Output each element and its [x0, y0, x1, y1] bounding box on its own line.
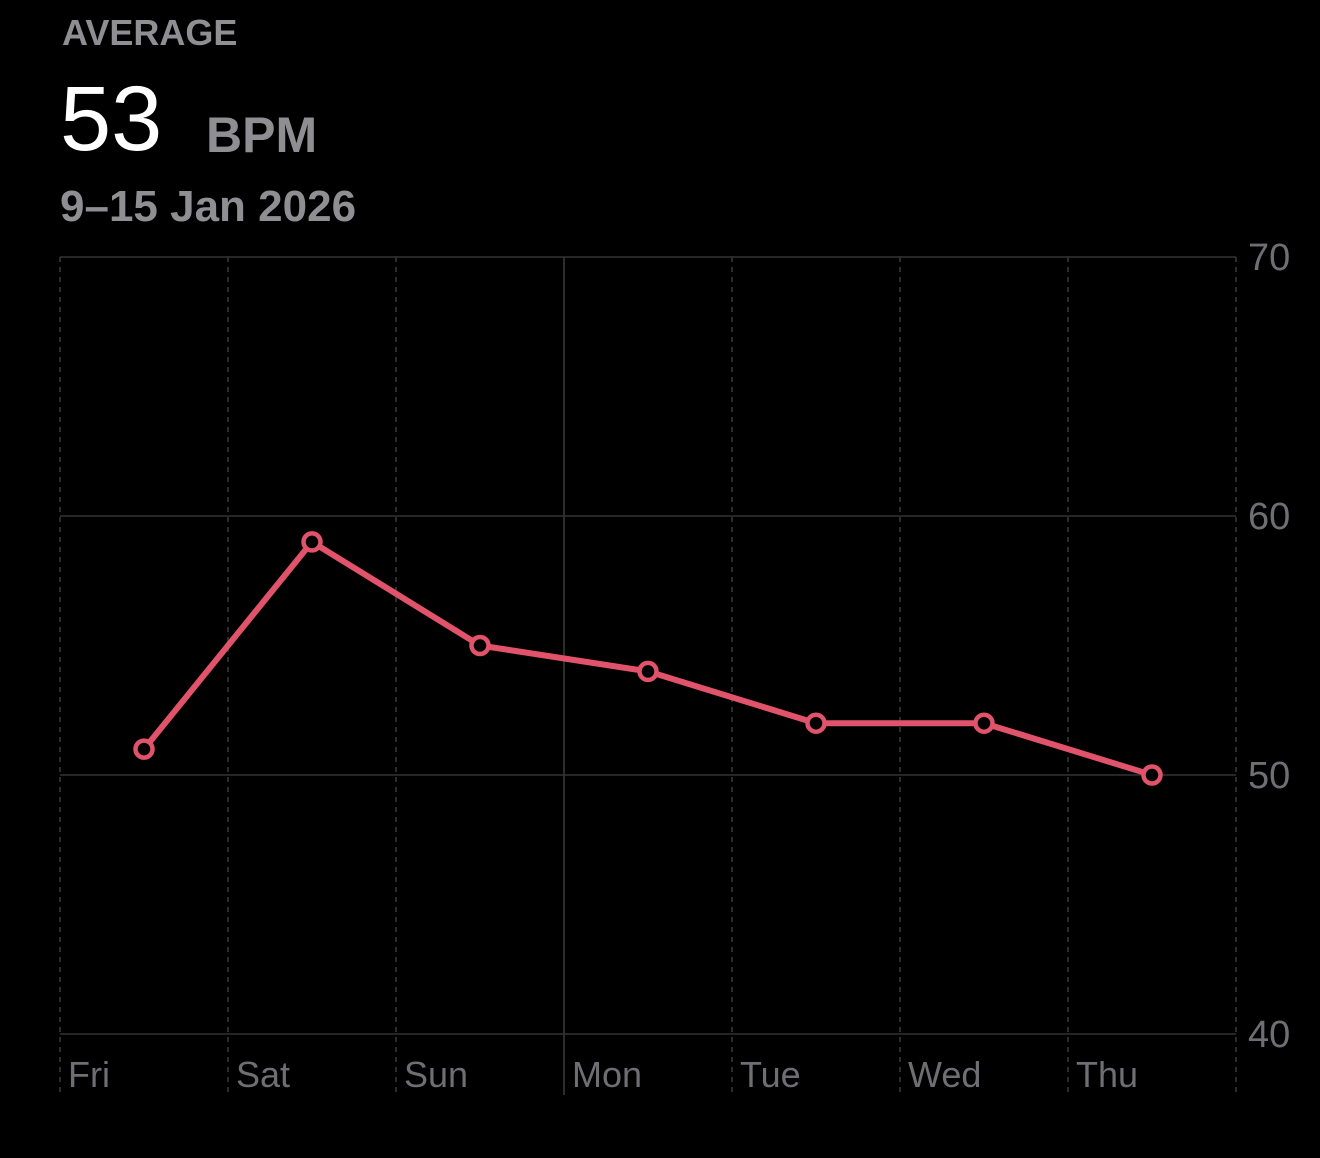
- summary-unit: BPM: [206, 107, 317, 163]
- date-range: 9–15 Jan 2026: [60, 182, 356, 231]
- y-tick-label: 60: [1248, 496, 1290, 538]
- point: [805, 712, 827, 734]
- x-tick-label: Fri: [68, 1054, 110, 1095]
- point: [301, 531, 323, 553]
- y-tick-label: 40: [1248, 1014, 1290, 1056]
- point: [637, 660, 659, 683]
- x-tick-label: Sat: [236, 1054, 290, 1095]
- y-tick-label: 50: [1248, 755, 1290, 797]
- summary-value: 53: [60, 68, 162, 170]
- x-tick-label: Thu: [1076, 1054, 1138, 1095]
- x-tick-label: Tue: [740, 1054, 801, 1095]
- point: [973, 712, 995, 734]
- x-tick-label: Wed: [908, 1054, 981, 1095]
- x-tick-label: Sun: [404, 1054, 468, 1095]
- x-tick-label: Mon: [572, 1054, 642, 1095]
- summary-label: AVERAGE: [62, 12, 237, 53]
- point: [1141, 764, 1163, 786]
- point: [469, 634, 491, 657]
- point: [133, 738, 155, 760]
- y-tick-label: 70: [1248, 237, 1290, 279]
